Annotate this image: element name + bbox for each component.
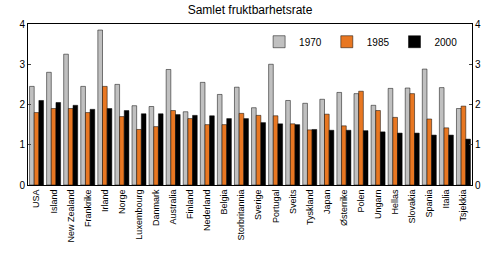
svg-text:1970: 1970 <box>299 37 322 48</box>
svg-text:Sverige: Sverige <box>253 190 263 221</box>
svg-text:0: 0 <box>19 180 25 191</box>
svg-text:Spania: Spania <box>424 190 434 218</box>
svg-text:Sveits: Sveits <box>288 189 298 214</box>
svg-text:Finland: Finland <box>185 190 195 220</box>
svg-text:Portugal: Portugal <box>271 190 281 224</box>
svg-text:Japan: Japan <box>322 190 332 215</box>
svg-text:Irland: Irland <box>100 190 110 213</box>
svg-text:Tsjekkia: Tsjekkia <box>458 190 468 222</box>
svg-text:3: 3 <box>19 59 25 70</box>
svg-text:Hellas: Hellas <box>390 189 400 215</box>
svg-text:Storbritannia: Storbritannia <box>236 190 246 241</box>
svg-text:Frankrike: Frankrike <box>83 190 93 228</box>
svg-text:4: 4 <box>19 19 25 30</box>
svg-text:USA: USA <box>31 190 41 209</box>
svg-text:0: 0 <box>475 180 481 191</box>
svg-text:Danmark: Danmark <box>151 189 161 226</box>
svg-text:Østerrike: Østerrike <box>339 190 349 227</box>
svg-text:Island: Island <box>49 190 59 214</box>
svg-text:Nederland: Nederland <box>202 190 212 232</box>
svg-text:1985: 1985 <box>367 37 390 48</box>
svg-text:Norge: Norge <box>117 190 127 215</box>
svg-text:Luxembourg: Luxembourg <box>134 190 144 240</box>
svg-text:2: 2 <box>19 99 25 110</box>
svg-text:1: 1 <box>475 139 481 150</box>
svg-text:2000: 2000 <box>434 37 457 48</box>
svg-text:Italia: Italia <box>441 190 451 209</box>
svg-text:Slovakia: Slovakia <box>407 190 417 224</box>
svg-text:Tyskland: Tyskland <box>305 190 315 226</box>
svg-text:Polen: Polen <box>356 190 366 213</box>
svg-text:Belgia: Belgia <box>219 190 229 215</box>
svg-text:Australia: Australia <box>168 190 178 225</box>
svg-text:Samlet fruktbarhetsrate: Samlet fruktbarhetsrate <box>188 3 313 17</box>
svg-text:2: 2 <box>475 99 481 110</box>
svg-text:4: 4 <box>475 19 481 30</box>
svg-text:3: 3 <box>475 59 481 70</box>
svg-text:Ungarn: Ungarn <box>373 190 383 220</box>
svg-text:New Zealand: New Zealand <box>66 190 76 243</box>
svg-text:1: 1 <box>19 139 25 150</box>
